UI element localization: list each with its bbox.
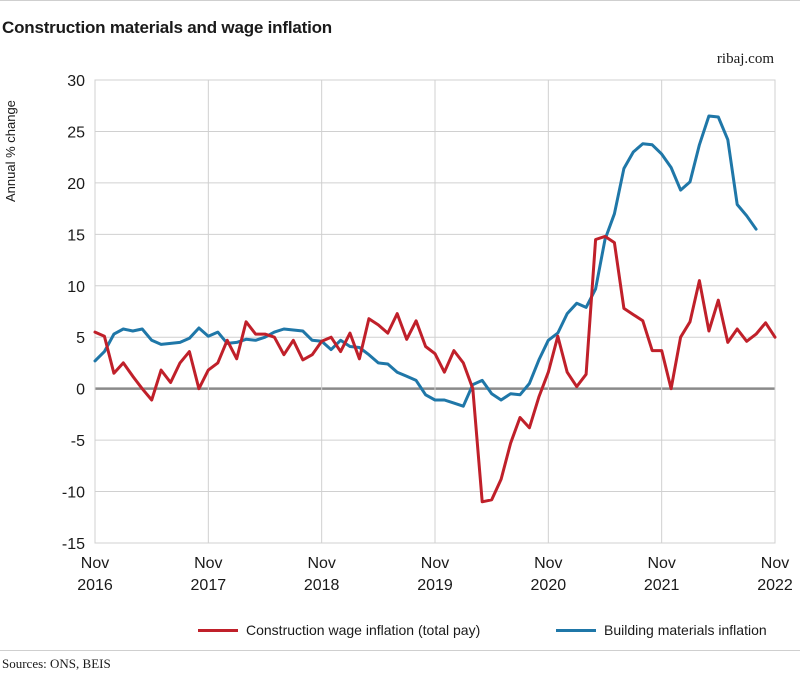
- legend-label-wage: Construction wage inflation (total pay): [246, 622, 481, 638]
- x-tick-month: Nov: [534, 555, 562, 572]
- y-tick-label: 15: [67, 227, 85, 244]
- legend-swatch-materials: [556, 628, 596, 632]
- x-tick-month: Nov: [307, 555, 335, 572]
- series-lines: [93, 114, 777, 504]
- legend-label-materials: Building materials inflation: [604, 622, 767, 638]
- x-tick-year: 2017: [191, 577, 227, 594]
- gridlines: [94, 79, 776, 544]
- x-tick-labels: Nov 2016 Nov 2017 Nov 2018 Nov 2019 Nov 2020 Nov 20…: [77, 555, 793, 594]
- x-tick-year: 2022: [757, 577, 793, 594]
- source-note: Sources: ONS, BEIS: [2, 656, 111, 671]
- legend: Construction wage inflation (total pay) …: [0, 622, 800, 642]
- y-tick-label: -15: [62, 536, 85, 553]
- y-tick-label: 0: [76, 382, 85, 399]
- legend-item-materials: Building materials inflation: [556, 622, 767, 638]
- y-tick-labels: 30 25 20 15 10 5 0 -5 -10 -15: [62, 73, 85, 553]
- x-tick-year: 2019: [417, 577, 453, 594]
- series-line-wage: [93, 234, 777, 504]
- x-tick-year: 2020: [531, 577, 567, 594]
- y-tick-label: 25: [67, 124, 85, 141]
- x-tick-year: 2018: [304, 577, 340, 594]
- top-rule: [0, 0, 800, 1]
- y-tick-label: 5: [76, 330, 85, 347]
- y-tick-label: -5: [71, 433, 85, 450]
- x-tick-year: 2016: [77, 577, 113, 594]
- x-tick-year: 2021: [644, 577, 680, 594]
- footer-rule: [0, 650, 800, 651]
- brand-label: ribaj.com: [716, 51, 774, 67]
- y-tick-label: 20: [67, 176, 85, 193]
- x-tick-month: Nov: [647, 555, 675, 572]
- x-tick-month: Nov: [194, 555, 222, 572]
- y-tick-label: 30: [67, 73, 85, 90]
- chart-title: Construction materials and wage inflatio…: [2, 18, 332, 37]
- x-tick-month: Nov: [81, 555, 109, 572]
- y-tick-label: 10: [67, 279, 85, 296]
- x-tick-month: Nov: [761, 555, 789, 572]
- legend-swatch-wage: [198, 628, 238, 632]
- plot-frame: [94, 79, 776, 544]
- y-tick-label: -10: [62, 485, 85, 502]
- legend-item-wage: Construction wage inflation (total pay): [198, 622, 480, 638]
- x-tick-month: Nov: [421, 555, 449, 572]
- series-line-materials: [93, 114, 758, 408]
